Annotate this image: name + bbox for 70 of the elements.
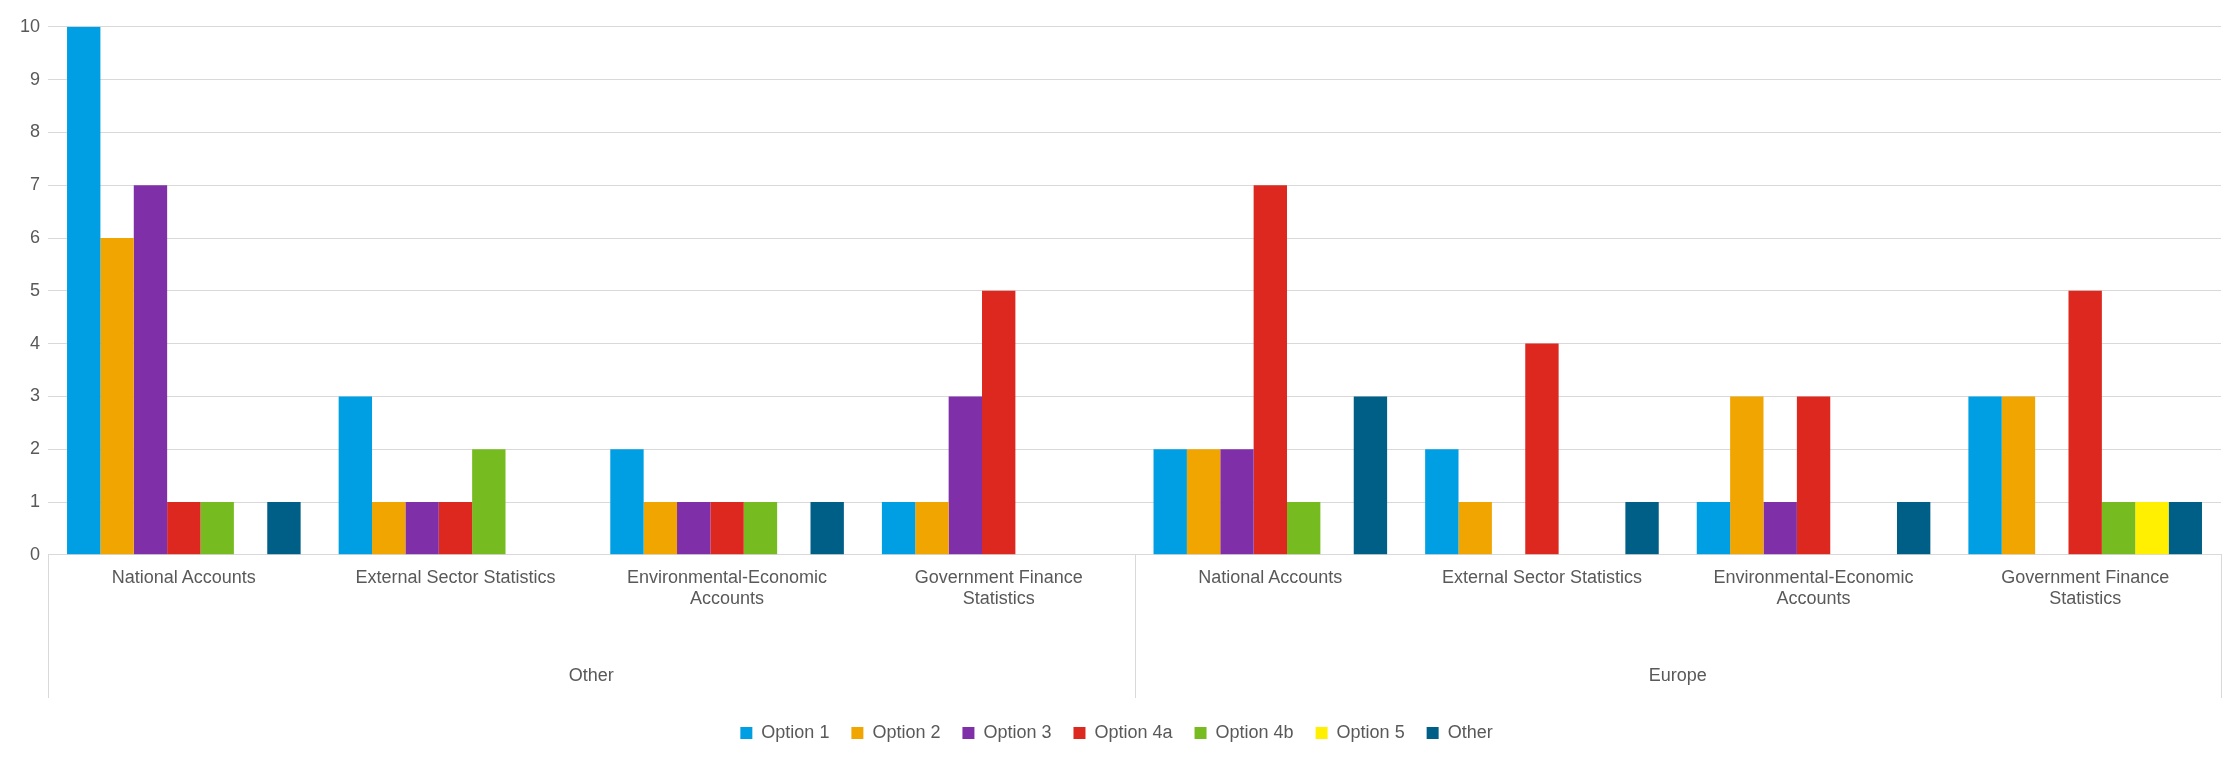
bar [1186,449,1221,555]
bar [1153,449,1187,555]
bar [948,396,983,555]
x-tick-label: Environmental-Economic Accounts [1713,566,1914,609]
bar [472,449,506,555]
y-tick-label: 4 [30,332,41,353]
legend-label: Option 4b [1215,721,1294,742]
bar [1696,502,1731,555]
bar [1625,502,1659,555]
bar [743,502,778,555]
bar [1525,343,1559,555]
y-tick-label: 0 [30,543,41,564]
bar [2068,290,2102,555]
x-tick-label: Government Finance Statistics [2001,566,2170,609]
bar [67,26,101,555]
bar [881,502,916,555]
bar [1896,502,1931,555]
bar [1458,502,1492,555]
text: Europe [1648,664,1707,685]
bar [100,238,134,555]
x-tick-label: National Accounts [1198,566,1343,587]
bar [133,185,168,555]
bar [1730,396,1764,555]
bar [610,449,644,555]
bar [982,290,1016,555]
bar [200,502,234,555]
x-tick-label: Government Finance Statistics [914,566,1083,609]
y-tick-label: 8 [30,121,41,142]
bar [167,502,201,555]
legend-label: Other [1447,721,1493,742]
bar [1796,396,1831,555]
y-tick-label: 6 [30,226,41,247]
legend-label: Option 2 [872,721,941,742]
bar [1353,396,1388,555]
bar [710,502,744,555]
bar [338,396,373,555]
bar [2001,396,2036,555]
y-tick-label: 7 [30,174,41,195]
bar [1425,449,1459,555]
x-tick-label: External Sector Statistics [355,566,556,587]
bar [1287,502,1321,555]
y-tick-label: 10 [19,15,41,36]
x-tick-label: Environmental-Economic Accounts [627,566,828,609]
y-tick-label: 5 [30,279,41,300]
y-tick-label: 2 [30,438,41,459]
bar [1220,449,1254,555]
bar [2135,502,2169,555]
bar [2101,502,2136,555]
y-tick-label: 3 [30,385,41,406]
bar [915,502,949,555]
legend-label: Option 5 [1336,721,1405,742]
legend-label: Option 1 [761,721,830,742]
y-tick-label: 1 [30,490,41,511]
x-tick-label: National Accounts [111,566,256,587]
y-tick-label: 9 [30,68,41,89]
bar [438,502,473,555]
legend-label: Option 3 [983,721,1052,742]
text: Other [568,664,614,685]
x-tick-label: External Sector Statistics [1441,566,1642,587]
bar [405,502,439,555]
bar [1763,502,1797,555]
bar [372,502,406,555]
bar [643,502,678,555]
bar [2168,502,2202,555]
bar [1253,185,1288,555]
legend-label: Option 4a [1094,721,1174,742]
bar [267,502,301,555]
bar [810,502,844,555]
bar [1968,396,2002,555]
bar [677,502,711,555]
